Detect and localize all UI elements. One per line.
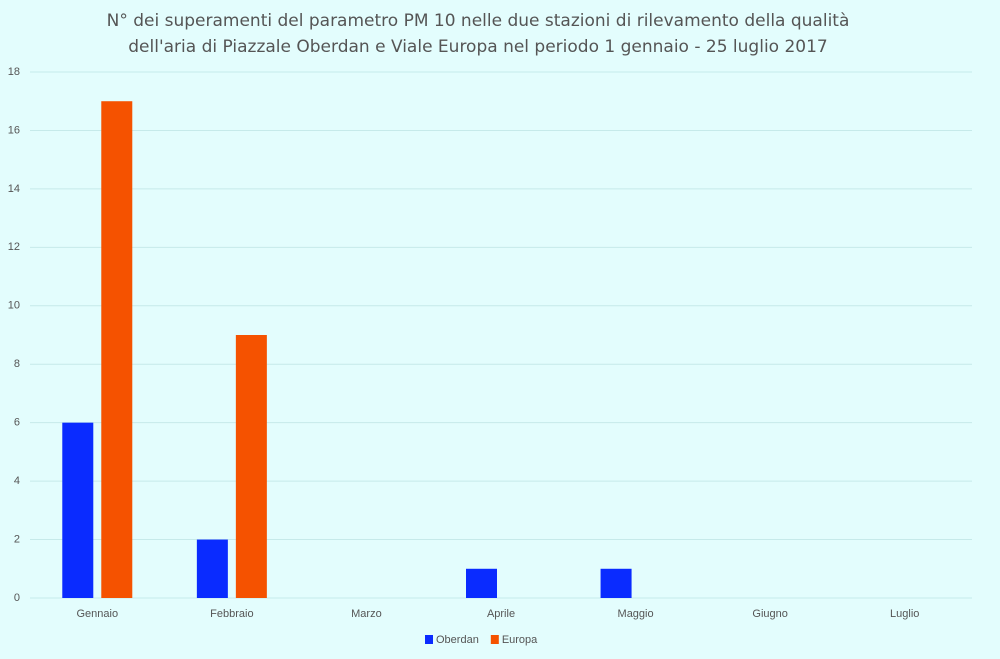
x-tick-label: Aprile <box>487 608 515 620</box>
y-tick-label: 4 <box>14 475 20 487</box>
x-tick-label: Luglio <box>890 608 919 620</box>
legend-label: Europa <box>502 634 538 646</box>
x-tick-label: Maggio <box>618 608 654 620</box>
bar <box>101 101 133 598</box>
y-tick-label: 18 <box>8 66 20 78</box>
y-tick-label: 12 <box>8 241 20 253</box>
y-tick-label: 16 <box>8 124 20 136</box>
y-tick-label: 8 <box>14 358 20 370</box>
y-tick-label: 0 <box>14 592 20 604</box>
y-tick-label: 10 <box>8 300 20 312</box>
legend-swatch <box>490 635 499 644</box>
bar <box>62 422 94 598</box>
y-tick-label: 6 <box>14 417 20 429</box>
chart-title: N° dei superamenti del parametro PM 10 n… <box>106 11 850 57</box>
bar <box>196 539 228 598</box>
legend-swatch <box>425 635 433 644</box>
bar <box>600 568 632 598</box>
y-tick-label: 2 <box>14 533 20 545</box>
bar <box>235 335 267 598</box>
x-tick-label: Febbraio <box>210 608 253 620</box>
bar <box>466 568 497 598</box>
x-tick-label: Marzo <box>351 608 382 620</box>
x-tick-label: Gennaio <box>76 608 118 620</box>
legend-label: Oberdan <box>436 634 479 646</box>
x-tick-label: Giugno <box>752 608 787 620</box>
y-tick-label: 14 <box>8 183 20 195</box>
